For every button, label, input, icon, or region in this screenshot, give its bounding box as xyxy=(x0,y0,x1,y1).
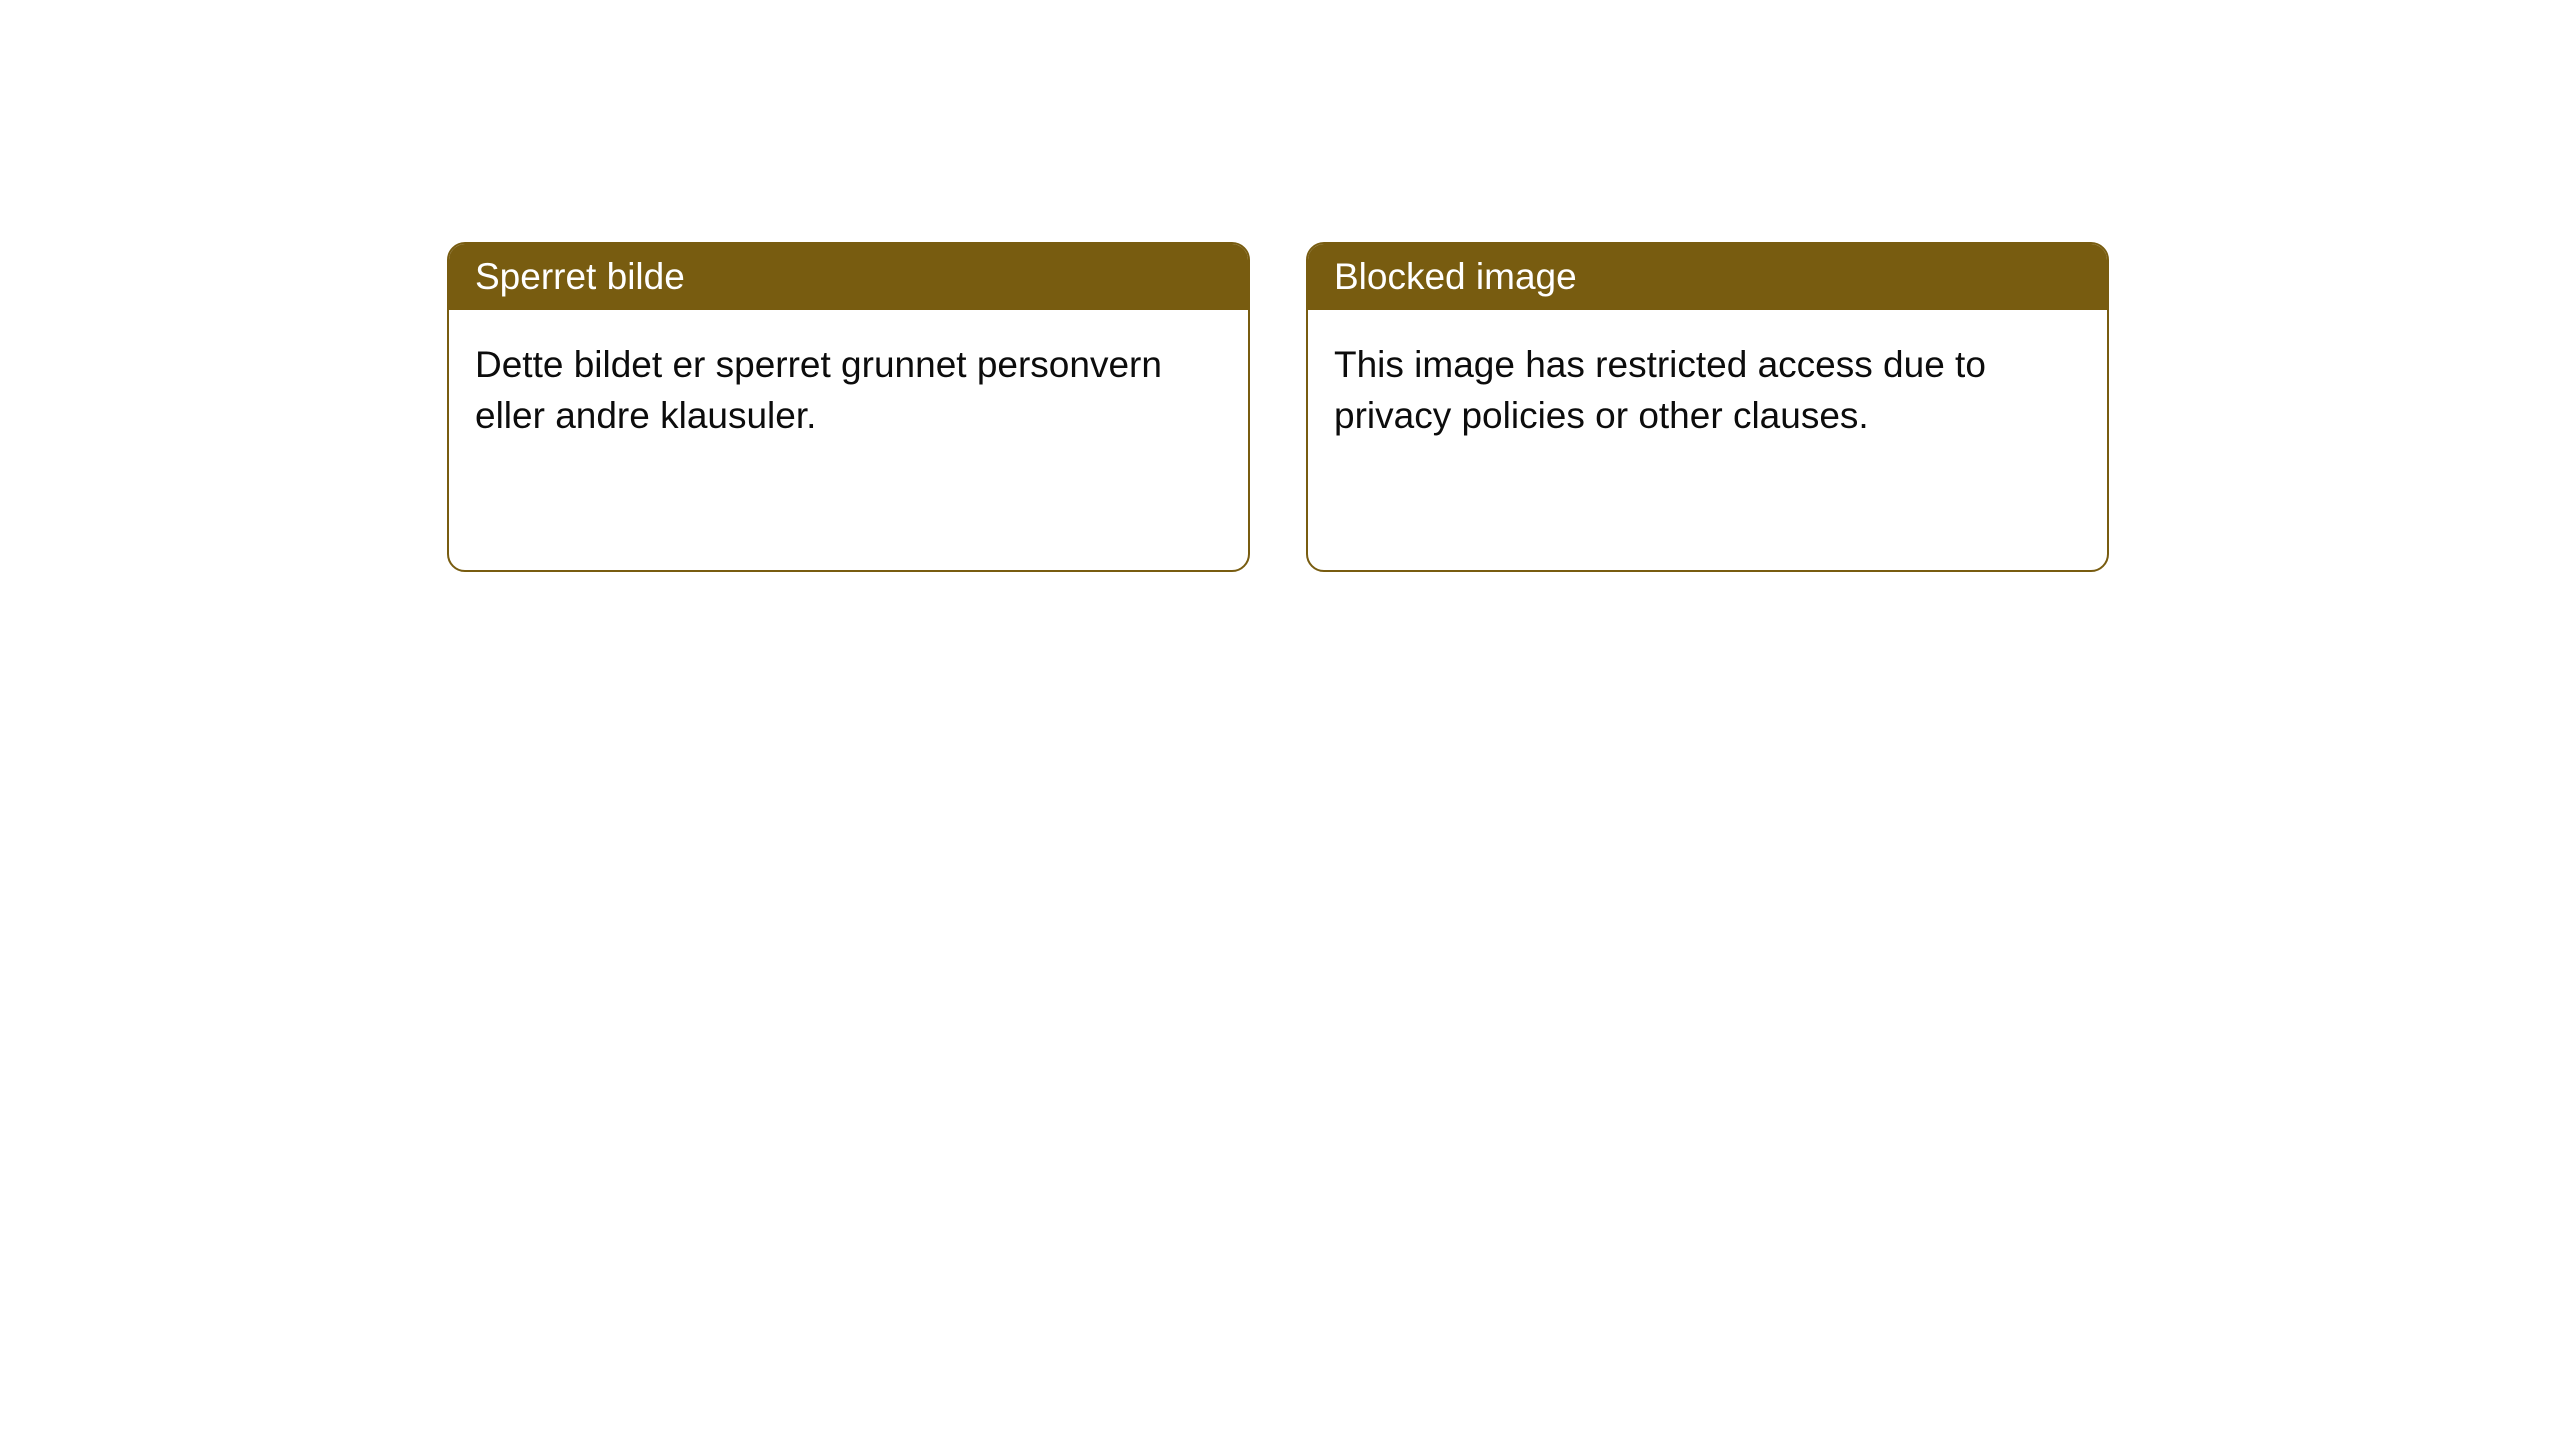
card-body-text: This image has restricted access due to … xyxy=(1334,344,1986,436)
notice-card-norwegian: Sperret bilde Dette bildet er sperret gr… xyxy=(447,242,1250,572)
card-header-text: Blocked image xyxy=(1334,256,1577,297)
notice-cards-container: Sperret bilde Dette bildet er sperret gr… xyxy=(0,0,2560,572)
card-header: Sperret bilde xyxy=(449,244,1248,310)
card-body: Dette bildet er sperret grunnet personve… xyxy=(449,310,1248,471)
card-header-text: Sperret bilde xyxy=(475,256,685,297)
card-body-text: Dette bildet er sperret grunnet personve… xyxy=(475,344,1162,436)
card-header: Blocked image xyxy=(1308,244,2107,310)
notice-card-english: Blocked image This image has restricted … xyxy=(1306,242,2109,572)
card-body: This image has restricted access due to … xyxy=(1308,310,2107,471)
